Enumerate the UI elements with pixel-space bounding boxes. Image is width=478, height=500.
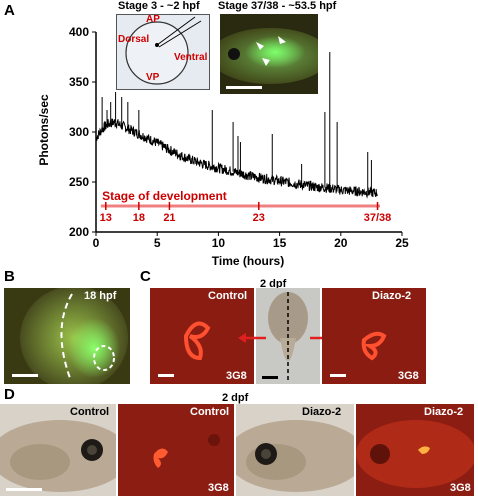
y-tick-label: 300 xyxy=(69,125,89,139)
stage-annotation: Stage of development 13 18 21 23 37/38 xyxy=(100,189,392,224)
stage-tick-label: 13 xyxy=(100,212,112,224)
heart-stain xyxy=(361,331,387,361)
panel-a-letter: A xyxy=(4,2,15,19)
scale-bar xyxy=(330,374,346,377)
panel-d-p3-label: Diazo-2 xyxy=(302,406,342,418)
panel-c-title: 2 dpf xyxy=(260,278,287,290)
panel-c-control-antibody: 3G8 xyxy=(226,370,247,382)
chart-axes: 0 5 10 15 20 25 200 250 300 350 400 xyxy=(69,25,409,250)
panel-c-tadpole-photo xyxy=(256,288,320,384)
chart-trace xyxy=(95,52,378,199)
panel-d-p4-antibody: 3G8 xyxy=(450,482,471,494)
stage-tick-label: 18 xyxy=(133,212,145,224)
stage-annotation-label: Stage of development xyxy=(102,189,227,203)
panel-b-label: 18 hpf xyxy=(84,290,117,302)
scale-bar xyxy=(12,374,38,377)
scale-bar xyxy=(226,86,262,89)
panel-c-diazo-label: Diazo-2 xyxy=(372,290,412,302)
x-tick-label: 10 xyxy=(212,236,226,250)
panel-d-p2-antibody: 3G8 xyxy=(208,482,229,494)
panel-c-control-label: Control xyxy=(208,290,248,302)
panel-d-letter: D xyxy=(4,386,15,403)
stage-tick-label: 21 xyxy=(163,212,175,224)
y-tick-label: 250 xyxy=(69,175,89,189)
series-line xyxy=(95,118,378,199)
y-axis-label: Photons/sec xyxy=(37,94,51,166)
heart-stain xyxy=(153,448,168,468)
heart-stain xyxy=(418,446,430,454)
panel-c-control-photo xyxy=(150,288,254,384)
luminescence-chart: 0 5 10 15 20 25 200 250 300 350 400 Stage of devel… xyxy=(37,25,409,268)
inset-label-ventral: Ventral xyxy=(174,52,208,63)
embryo-eye-icon xyxy=(228,48,240,60)
stage-tick-label: 23 xyxy=(253,212,265,224)
arrowhead-icon xyxy=(256,42,264,50)
inset-label-ap: AP xyxy=(146,14,160,25)
y-tick-label: 400 xyxy=(69,25,89,39)
stage-tick-label: 37/38 xyxy=(364,212,392,224)
inset-label-dorsal: Dorsal xyxy=(118,34,150,45)
panel-d-diazo-stain xyxy=(356,404,474,496)
panel-b-photo xyxy=(4,288,130,384)
panel-d-diazo-brightfield xyxy=(236,404,354,496)
inset-left-title: Stage 3 - ~2 hpf xyxy=(118,0,200,12)
inset-label-vp: VP xyxy=(146,72,160,83)
embryo-outline-icon xyxy=(125,21,189,85)
panel-d-p4-label: Diazo-2 xyxy=(424,406,464,418)
panel-c-letter: C xyxy=(140,268,151,285)
panel-d-control-stain xyxy=(118,404,234,496)
x-tick-label: 20 xyxy=(334,236,348,250)
y-tick-label: 350 xyxy=(69,75,89,89)
scale-bar xyxy=(262,376,278,379)
heart-stain xyxy=(183,321,211,361)
inset-right-title: Stage 37/38 - ~53.5 hpf xyxy=(218,0,337,12)
x-tick-label: 25 xyxy=(395,236,409,250)
x-axis-label: Time (hours) xyxy=(212,254,284,268)
panel-b-letter: B xyxy=(4,268,15,285)
y-tick-label: 200 xyxy=(69,225,89,239)
x-tick-label: 0 xyxy=(93,236,100,250)
scale-bar xyxy=(6,488,42,491)
panel-d-control-brightfield xyxy=(0,404,116,496)
panel-c-diazo-photo xyxy=(322,288,426,384)
scale-bar xyxy=(158,374,174,377)
panel-d-p1-label: Control xyxy=(70,406,110,418)
x-tick-label: 5 xyxy=(154,236,161,250)
x-tick-label: 15 xyxy=(273,236,287,250)
panel-c-diazo-antibody: 3G8 xyxy=(398,370,419,382)
inset-left-diagram xyxy=(116,14,210,90)
panel-d-title: 2 dpf xyxy=(222,392,249,404)
panel-d-p2-label: Control xyxy=(190,406,230,418)
injection-needle-icon xyxy=(156,16,196,46)
inset-right-photo xyxy=(220,14,318,94)
